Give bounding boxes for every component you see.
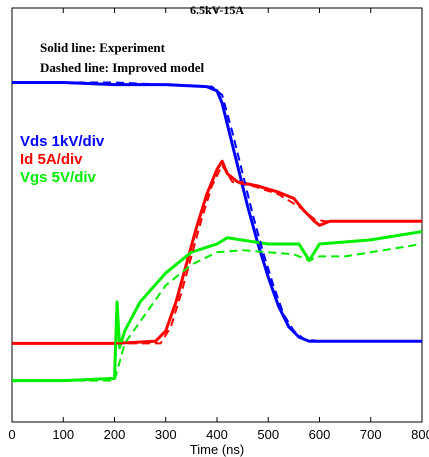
legend-label: Id 5A/div [20,151,83,168]
annotation: Dashed line: Improved model [40,60,204,75]
x-tick-label: 300 [155,427,177,442]
x-tick-label: 100 [52,427,74,442]
series-line [12,159,422,345]
x-tick-label: 700 [360,427,382,442]
x-axis-label: Time (ns) [190,442,244,457]
annotation: Solid line: Experiment [40,40,166,55]
x-tick-label: 500 [257,427,279,442]
x-tick-label: 600 [309,427,331,442]
series-line [12,81,422,343]
series-line [12,242,423,382]
x-tick-label: 400 [206,427,228,442]
x-tick-label: 0 [8,427,15,442]
legend-label: Vgs 5V/div [20,169,97,186]
series-line [12,81,422,343]
series-line [12,164,422,345]
x-tick-label: 800 [411,427,429,442]
x-tick-label: 200 [104,427,126,442]
legend-label: Vds 1kV/div [20,133,105,150]
